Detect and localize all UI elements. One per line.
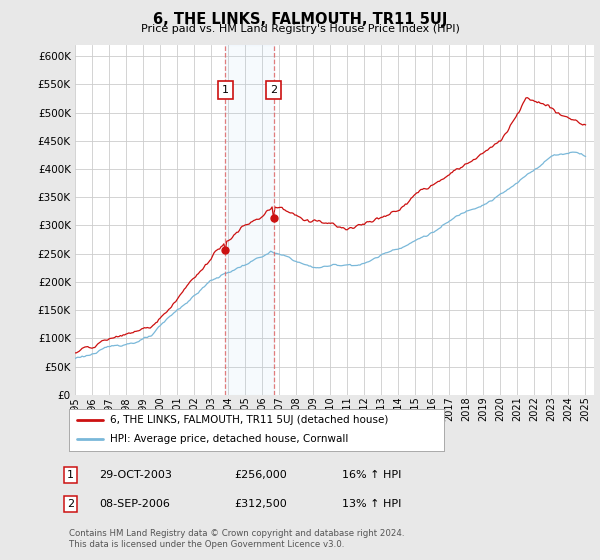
Text: 6, THE LINKS, FALMOUTH, TR11 5UJ: 6, THE LINKS, FALMOUTH, TR11 5UJ (153, 12, 447, 27)
Text: 29-OCT-2003: 29-OCT-2003 (99, 470, 172, 480)
Text: 16% ↑ HPI: 16% ↑ HPI (342, 470, 401, 480)
Text: Contains HM Land Registry data © Crown copyright and database right 2024.
This d: Contains HM Land Registry data © Crown c… (69, 529, 404, 549)
Text: 08-SEP-2006: 08-SEP-2006 (99, 499, 170, 509)
Text: Price paid vs. HM Land Registry's House Price Index (HPI): Price paid vs. HM Land Registry's House … (140, 24, 460, 34)
Text: 13% ↑ HPI: 13% ↑ HPI (342, 499, 401, 509)
Text: £256,000: £256,000 (234, 470, 287, 480)
Bar (225, 45, 274, 395)
Text: 1: 1 (222, 85, 229, 95)
Text: HPI: Average price, detached house, Cornwall: HPI: Average price, detached house, Corn… (110, 435, 349, 445)
Text: 6, THE LINKS, FALMOUTH, TR11 5UJ (detached house): 6, THE LINKS, FALMOUTH, TR11 5UJ (detach… (110, 415, 389, 425)
Text: 2: 2 (67, 499, 74, 509)
Text: 1: 1 (67, 470, 74, 480)
Text: 2: 2 (271, 85, 277, 95)
Text: £312,500: £312,500 (234, 499, 287, 509)
